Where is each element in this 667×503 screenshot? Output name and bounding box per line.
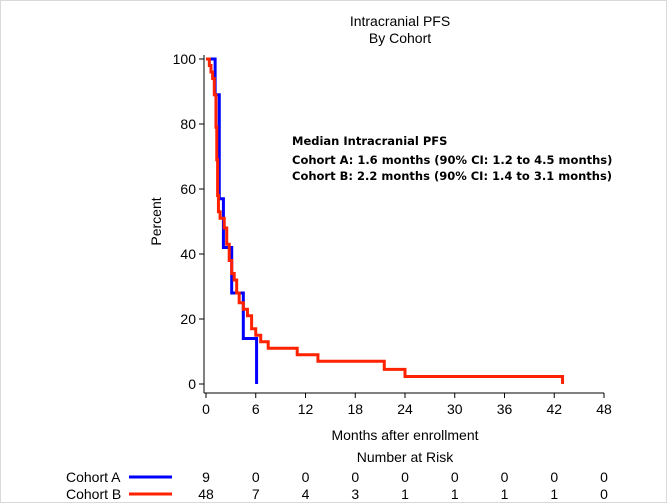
chart-title: Intracranial PFS: [349, 13, 451, 29]
y-tick-label: 100: [173, 51, 197, 67]
series-line-cohort-b: [206, 57, 565, 384]
risk-count-cohort-a: 0: [401, 469, 409, 485]
x-tick-label: 0: [202, 401, 210, 417]
y-tick-label: 80: [180, 116, 196, 132]
x-tick-label: 30: [447, 401, 463, 417]
y-tick-label: 20: [180, 311, 196, 327]
series-line-cohort-a: [206, 57, 259, 384]
risk-count-cohort-b: 1: [401, 486, 409, 502]
y-axis-title: Percent: [148, 197, 164, 245]
risk-count-cohort-b: 1: [501, 486, 509, 502]
risk-count-cohort-b: 1: [451, 486, 459, 502]
risk-count-cohort-b: 3: [351, 486, 359, 502]
risk-count-cohort-a: 9: [202, 469, 210, 485]
x-tick-label: 6: [252, 401, 260, 417]
x-tick-label: 36: [497, 401, 513, 417]
x-tick-label: 24: [397, 401, 413, 417]
risk-count-cohort-a: 0: [252, 469, 260, 485]
risk-count-cohort-a: 0: [600, 469, 608, 485]
annotation-cohort-b: Cohort B: 2.2 months (90% CI: 1.4 to 3.1…: [292, 169, 613, 183]
risk-row-label-cohort-b: Cohort B: [66, 486, 121, 502]
risk-count-cohort-b: 48: [198, 486, 214, 502]
risk-count-cohort-a: 0: [451, 469, 459, 485]
risk-count-cohort-a: 0: [351, 469, 359, 485]
risk-row-label-cohort-a: Cohort A: [66, 469, 121, 485]
risk-count-cohort-a: 0: [550, 469, 558, 485]
annotation-heading: Median Intracranial PFS: [292, 134, 448, 148]
y-tick-label: 0: [188, 376, 196, 392]
x-tick-label: 12: [298, 401, 314, 417]
risk-count-cohort-b: 7: [252, 486, 260, 502]
risk-count-cohort-a: 0: [501, 469, 509, 485]
risk-count-cohort-b: 0: [600, 486, 608, 502]
x-tick-label: 42: [546, 401, 562, 417]
x-axis-title: Months after enrollment: [331, 427, 478, 443]
risk-count-cohort-b: 1: [550, 486, 558, 502]
chart-subtitle: By Cohort: [368, 30, 432, 46]
annotation-cohort-a: Cohort A: 1.6 months (90% CI: 1.2 to 4.5…: [292, 153, 613, 167]
x-tick-label: 18: [347, 401, 363, 417]
x-tick-label: 48: [596, 401, 612, 417]
risk-table-title: Number at Risk: [357, 449, 454, 465]
y-tick-label: 60: [180, 181, 196, 197]
risk-count-cohort-b: 4: [302, 486, 310, 502]
risk-count-cohort-a: 0: [302, 469, 310, 485]
y-tick-label: 40: [180, 246, 196, 262]
